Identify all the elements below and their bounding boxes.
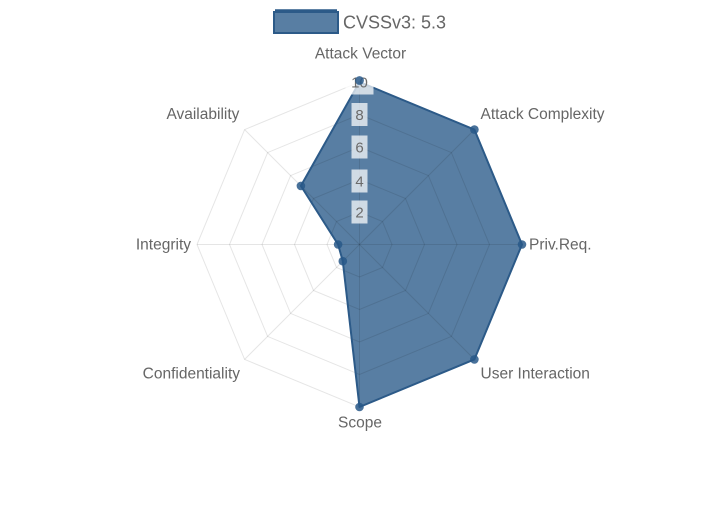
svg-text:Scope: Scope xyxy=(338,415,382,432)
svg-text:2: 2 xyxy=(355,204,363,221)
svg-text:Priv.Req.: Priv.Req. xyxy=(529,237,592,254)
svg-text:6: 6 xyxy=(355,139,363,156)
svg-text:CVSSv3: 5.3: CVSSv3: 5.3 xyxy=(343,13,446,33)
svg-text:User Interaction: User Interaction xyxy=(481,366,590,383)
svg-text:8: 8 xyxy=(355,107,363,124)
svg-text:Attack Vector: Attack Vector xyxy=(315,46,406,63)
svg-text:Confidentiality: Confidentiality xyxy=(143,366,241,383)
svg-text:4: 4 xyxy=(355,173,363,190)
svg-text:Integrity: Integrity xyxy=(136,237,191,254)
svg-text:Attack Complexity: Attack Complexity xyxy=(481,106,605,123)
svg-text:Availability: Availability xyxy=(166,106,239,123)
